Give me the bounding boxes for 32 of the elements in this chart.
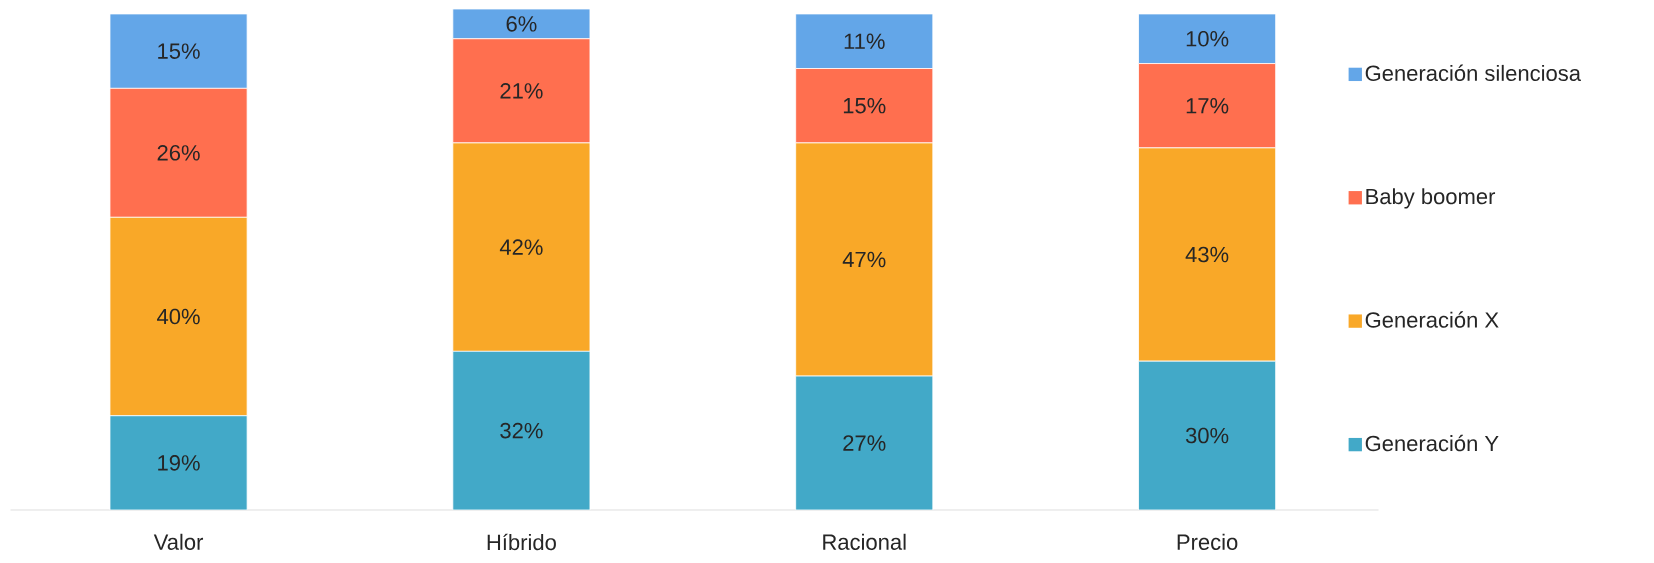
data-label: 10% — [1186, 30, 1229, 47]
x-tick-label: Precio — [1177, 533, 1238, 550]
bar — [1138, 13, 1277, 64]
data-label: 21% — [500, 83, 543, 99]
x-tick-label: Híbrido — [487, 533, 556, 551]
data-label: 42% — [499, 239, 543, 255]
bar — [795, 375, 934, 510]
data-label: 6% — [506, 16, 537, 32]
data-label: 30% — [1185, 427, 1229, 444]
data-label: 47% — [842, 251, 886, 268]
data-label: 17% — [1186, 98, 1229, 114]
bar — [109, 415, 248, 510]
bar — [1138, 360, 1277, 510]
data-label: 19% — [158, 455, 200, 471]
data-label: 15% — [843, 97, 886, 114]
data-label: 43% — [1185, 246, 1229, 263]
data-label: 15% — [158, 43, 200, 59]
legend-label: Baby boomer — [1366, 188, 1496, 209]
bar — [452, 350, 591, 510]
bar — [109, 13, 248, 89]
data-label: 32% — [500, 422, 543, 439]
data-label: 26% — [157, 145, 200, 161]
data-label: 11% — [844, 33, 885, 49]
x-tick-label: Valor — [153, 533, 204, 550]
bar — [452, 8, 591, 40]
legend-label: Generación silenciosa — [1365, 64, 1581, 82]
x-tick-label: Racional — [823, 533, 906, 550]
legend-label: Generación X — [1365, 311, 1499, 328]
data-label: 27% — [843, 435, 886, 451]
bar — [795, 13, 934, 69]
data-label: 40% — [157, 308, 200, 325]
legend-label: Generación Y — [1365, 434, 1499, 452]
